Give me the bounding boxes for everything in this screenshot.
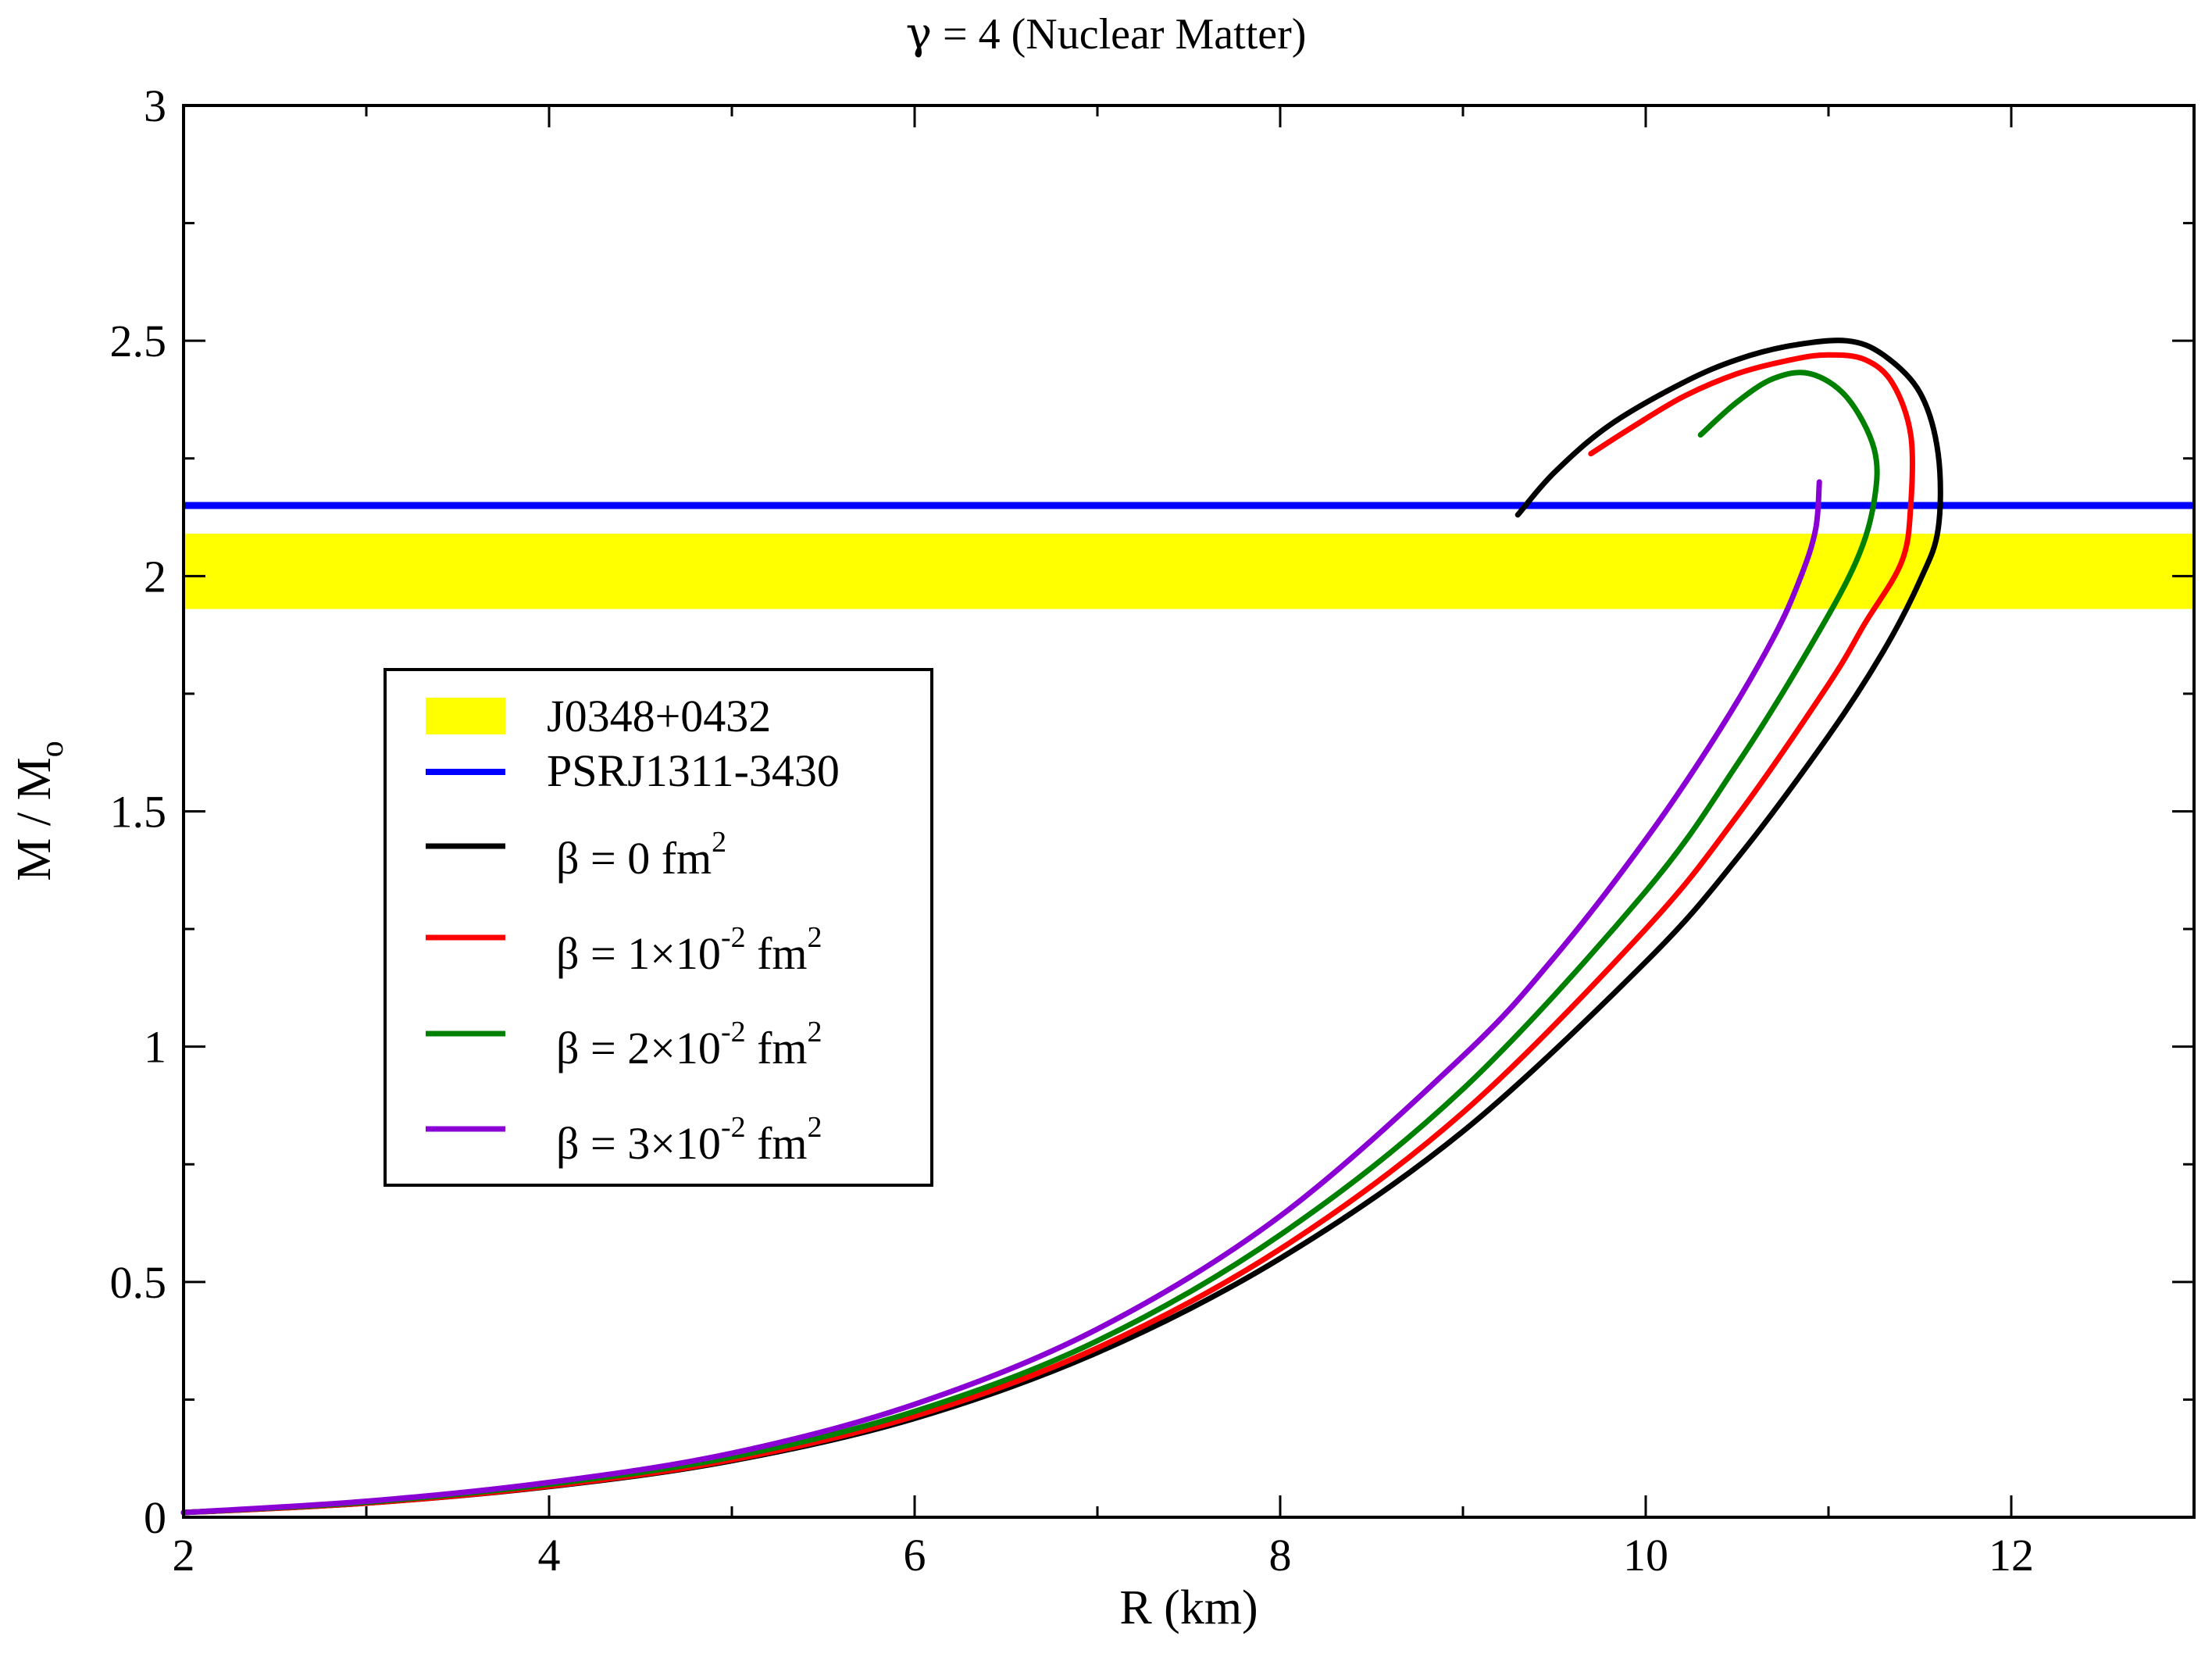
series-line-3 xyxy=(180,479,1822,1516)
y-tick-label: 0.5 xyxy=(110,1257,167,1308)
y-tick-label: 2 xyxy=(144,551,166,602)
y-tick-label: 2.5 xyxy=(110,316,167,366)
legend-box xyxy=(384,668,933,1187)
x-axis-label: R (km) xyxy=(1119,1581,1258,1634)
legend-label-beta-0: β = 0 fm2 xyxy=(556,826,726,884)
x-tick-label: 2 xyxy=(173,1530,195,1581)
legend-label-beta-2: β = 2×10-2 fm2 xyxy=(556,1016,822,1073)
x-tick-label: 8 xyxy=(1269,1530,1292,1581)
y-axis-label: M / Mo xyxy=(8,741,70,881)
x-tick-label: 4 xyxy=(538,1530,561,1581)
y-tick-label: 1.5 xyxy=(110,787,167,838)
y-tick-label: 3 xyxy=(144,80,166,131)
x-tick-label: 12 xyxy=(1989,1530,2034,1581)
series-layer xyxy=(180,338,1943,1516)
band-j0348 xyxy=(184,534,2194,609)
y-tick-label: 0 xyxy=(144,1492,166,1543)
x-tick-label: 6 xyxy=(904,1530,926,1581)
legend-label-beta-3: β = 3×10-2 fm2 xyxy=(556,1111,822,1169)
legend: J0348+0432 PSRJ1311-3430 β = 0 fm2 β = 1… xyxy=(384,668,933,1187)
legend-label-hline: PSRJ1311-3430 xyxy=(547,745,840,796)
band-layer xyxy=(184,534,2194,609)
legend-label-beta-1: β = 1×10-2 fm2 xyxy=(556,921,822,979)
x-tick-label: 10 xyxy=(1623,1530,1668,1581)
legend-swatch-band xyxy=(426,698,505,734)
ticks-layer xyxy=(182,104,2196,1519)
tick-labels-layer: 2 4 6 8 10 12 0 0.5 1 1.5 2 2.5 3 xyxy=(110,80,2035,1581)
chart-title: γ = 4 (Nuclear Matter) xyxy=(906,9,1307,59)
legend-label-band: J0348+0432 xyxy=(547,691,771,741)
y-tick-label: 1 xyxy=(144,1022,166,1073)
